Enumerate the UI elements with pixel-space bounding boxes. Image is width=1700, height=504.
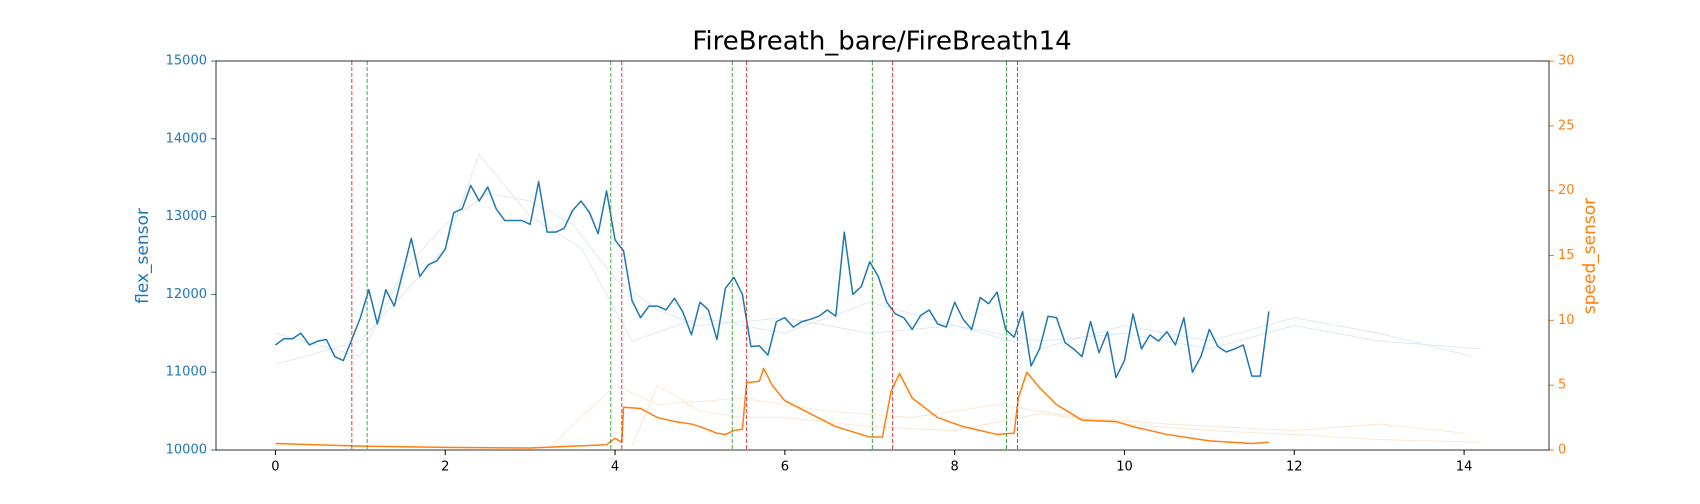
y2-tick-label: 10: [1558, 313, 1575, 328]
x-tick-label: 10: [1116, 460, 1133, 475]
series-line: [274, 180, 1270, 379]
y2-axis-label: speed_sensor: [1580, 198, 1600, 314]
series-line: [275, 153, 1473, 365]
y2-tick-label: 0: [1558, 443, 1566, 458]
y-tick-label: 14000: [166, 131, 207, 146]
y-tick-label: 12000: [166, 287, 207, 302]
y2-tick-label: 5: [1558, 378, 1566, 393]
y-tick-label: 15000: [166, 54, 207, 69]
series-line: [631, 384, 1482, 447]
y-tick-label: 11000: [166, 365, 207, 380]
x-tick-label: 8: [951, 460, 959, 475]
y-tick-label: 10000: [166, 443, 207, 458]
x-tick-label: 6: [781, 460, 789, 475]
series-line: [275, 192, 1482, 358]
y-tick-label: 13000: [166, 209, 207, 224]
x-tick-label: 2: [441, 460, 449, 475]
series-line: [546, 384, 1465, 451]
y2-tick-label: 15: [1558, 248, 1575, 263]
x-tick-label: 4: [611, 460, 619, 475]
chart-title: FireBreath_bare/FireBreath14: [692, 27, 1071, 57]
y-axis-label: flex_sensor: [133, 208, 153, 304]
x-tick-label: 12: [1286, 460, 1303, 475]
series-line: [275, 367, 1269, 449]
y2-tick-label: 30: [1558, 54, 1575, 69]
y2-tick-label: 20: [1558, 183, 1575, 198]
y2-tick-label: 25: [1558, 118, 1575, 133]
x-tick-label: 0: [271, 460, 279, 475]
plot-frame: [215, 60, 1550, 451]
x-tick-label: 14: [1456, 460, 1473, 475]
